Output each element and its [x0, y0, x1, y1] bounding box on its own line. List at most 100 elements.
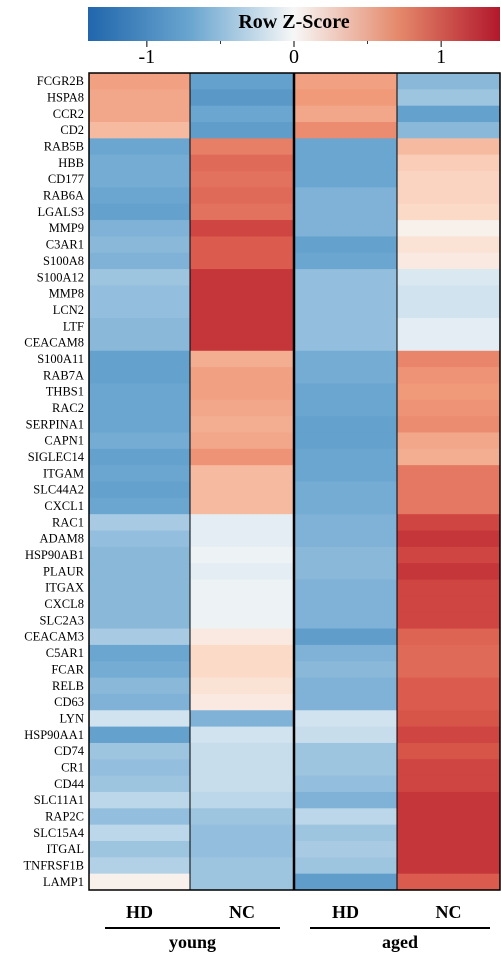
heatmap-cell [190, 530, 294, 548]
heatmap-cell [397, 432, 500, 450]
heatmap-cell [190, 89, 294, 107]
heatmap-cell [294, 105, 397, 123]
heatmap-cell [89, 857, 190, 875]
heatmap-cell [89, 775, 190, 793]
heatmap-cell [190, 220, 294, 237]
heatmap-cell [190, 824, 294, 842]
heatmap-cell [294, 497, 397, 515]
heatmap-cell [190, 432, 294, 450]
heatmap-cell [190, 383, 294, 401]
heatmap-cell [190, 628, 294, 646]
heatmap-cell [294, 726, 397, 744]
heatmap-cell [294, 595, 397, 613]
heatmap-cell [294, 285, 397, 303]
heatmap-cell [89, 497, 190, 515]
heatmap-cell [397, 220, 500, 237]
heatmap-cell [190, 514, 294, 532]
heatmap-cell [294, 759, 397, 777]
row-label: S100A8 [43, 254, 84, 268]
heatmap-cell [190, 563, 294, 581]
row-label: SLC2A3 [40, 613, 84, 627]
heatmap-cell [190, 677, 294, 695]
row-label: CCR2 [53, 107, 84, 121]
heatmap-cell [89, 693, 190, 711]
row-label: CD74 [54, 744, 85, 758]
heatmap-cell [89, 612, 190, 630]
heatmap-cell [190, 840, 294, 858]
row-label: S100A11 [37, 352, 84, 366]
heatmap-cell [89, 203, 190, 221]
column-label: NC [436, 902, 462, 922]
colorbar-tick-label: 0 [289, 46, 299, 68]
heatmap-cell [397, 726, 500, 744]
heatmap-cell [294, 546, 397, 564]
heatmap-cell [89, 89, 190, 107]
heatmap-cell [190, 154, 294, 172]
heatmap-cell [397, 661, 500, 679]
heatmap-cell [294, 775, 397, 793]
heatmap-cell [89, 318, 190, 336]
heatmap-cell [397, 824, 500, 842]
heatmap-cell [397, 612, 500, 630]
heatmap-cell [397, 171, 500, 188]
heatmap-cell [294, 171, 397, 188]
row-label: CEACAM8 [24, 336, 84, 350]
row-label: CR1 [61, 760, 84, 774]
heatmap-cell [190, 726, 294, 744]
heatmap-cell [397, 693, 500, 711]
heatmap-cell [89, 644, 190, 662]
heatmap-cell [190, 236, 294, 254]
heatmap-cell [89, 73, 190, 90]
heatmap-cell [89, 726, 190, 744]
heatmap-cell [89, 122, 190, 139]
heatmap-cell [89, 301, 190, 319]
heatmap-cell [397, 187, 500, 205]
heatmap-cell [89, 269, 190, 287]
heatmap-cell [190, 285, 294, 303]
column-labels: HD NC HD NC [126, 902, 462, 922]
heatmap-cell [190, 465, 294, 483]
heatmap-cell [397, 497, 500, 515]
group-label: young [169, 932, 216, 952]
heatmap-cell [397, 530, 500, 548]
heatmap-cell [190, 448, 294, 466]
row-label: LGALS3 [37, 205, 84, 219]
column-label: NC [229, 902, 255, 922]
heatmap-cell [89, 105, 190, 123]
heatmap-cell [397, 448, 500, 466]
heatmap-cell [294, 203, 397, 221]
heatmap-cell [190, 171, 294, 188]
heatmap-cell [397, 514, 500, 532]
heatmap-cell [294, 710, 397, 728]
heatmap-cell [294, 220, 397, 237]
heatmap-cell [397, 628, 500, 646]
row-label: MMP9 [49, 221, 84, 235]
heatmap-cell [397, 269, 500, 287]
row-label: CD2 [60, 123, 84, 137]
heatmap-cell [89, 465, 190, 483]
heatmap-cell [190, 187, 294, 205]
heatmap-cell [397, 791, 500, 809]
heatmap-cell [89, 808, 190, 826]
heatmap-cell [190, 775, 294, 793]
heatmap-cell [294, 432, 397, 450]
heatmap-cell [190, 318, 294, 336]
row-label: HBB [58, 156, 84, 170]
heatmap-cell [397, 416, 500, 434]
heatmap-cell [294, 301, 397, 319]
heatmap-cell [190, 122, 294, 139]
heatmap-cell [294, 318, 397, 336]
heatmap-cell [397, 563, 500, 581]
row-label: SLC15A4 [33, 826, 84, 840]
row-label: ITGAM [43, 466, 84, 480]
heatmap-cell [190, 416, 294, 434]
row-label: PLAUR [43, 564, 85, 578]
heatmap-cell [190, 334, 294, 352]
row-label: ITGAX [45, 581, 84, 595]
row-label: HSPA8 [47, 91, 84, 105]
colorbar-gradient [88, 7, 500, 41]
heatmap-cell [294, 138, 397, 156]
row-labels: FCGR2B HSPA8 CCR2 CD2 RAB5B HBB CD177 RAB6A LGAL… [24, 74, 85, 889]
row-label: RAP2C [45, 809, 84, 823]
